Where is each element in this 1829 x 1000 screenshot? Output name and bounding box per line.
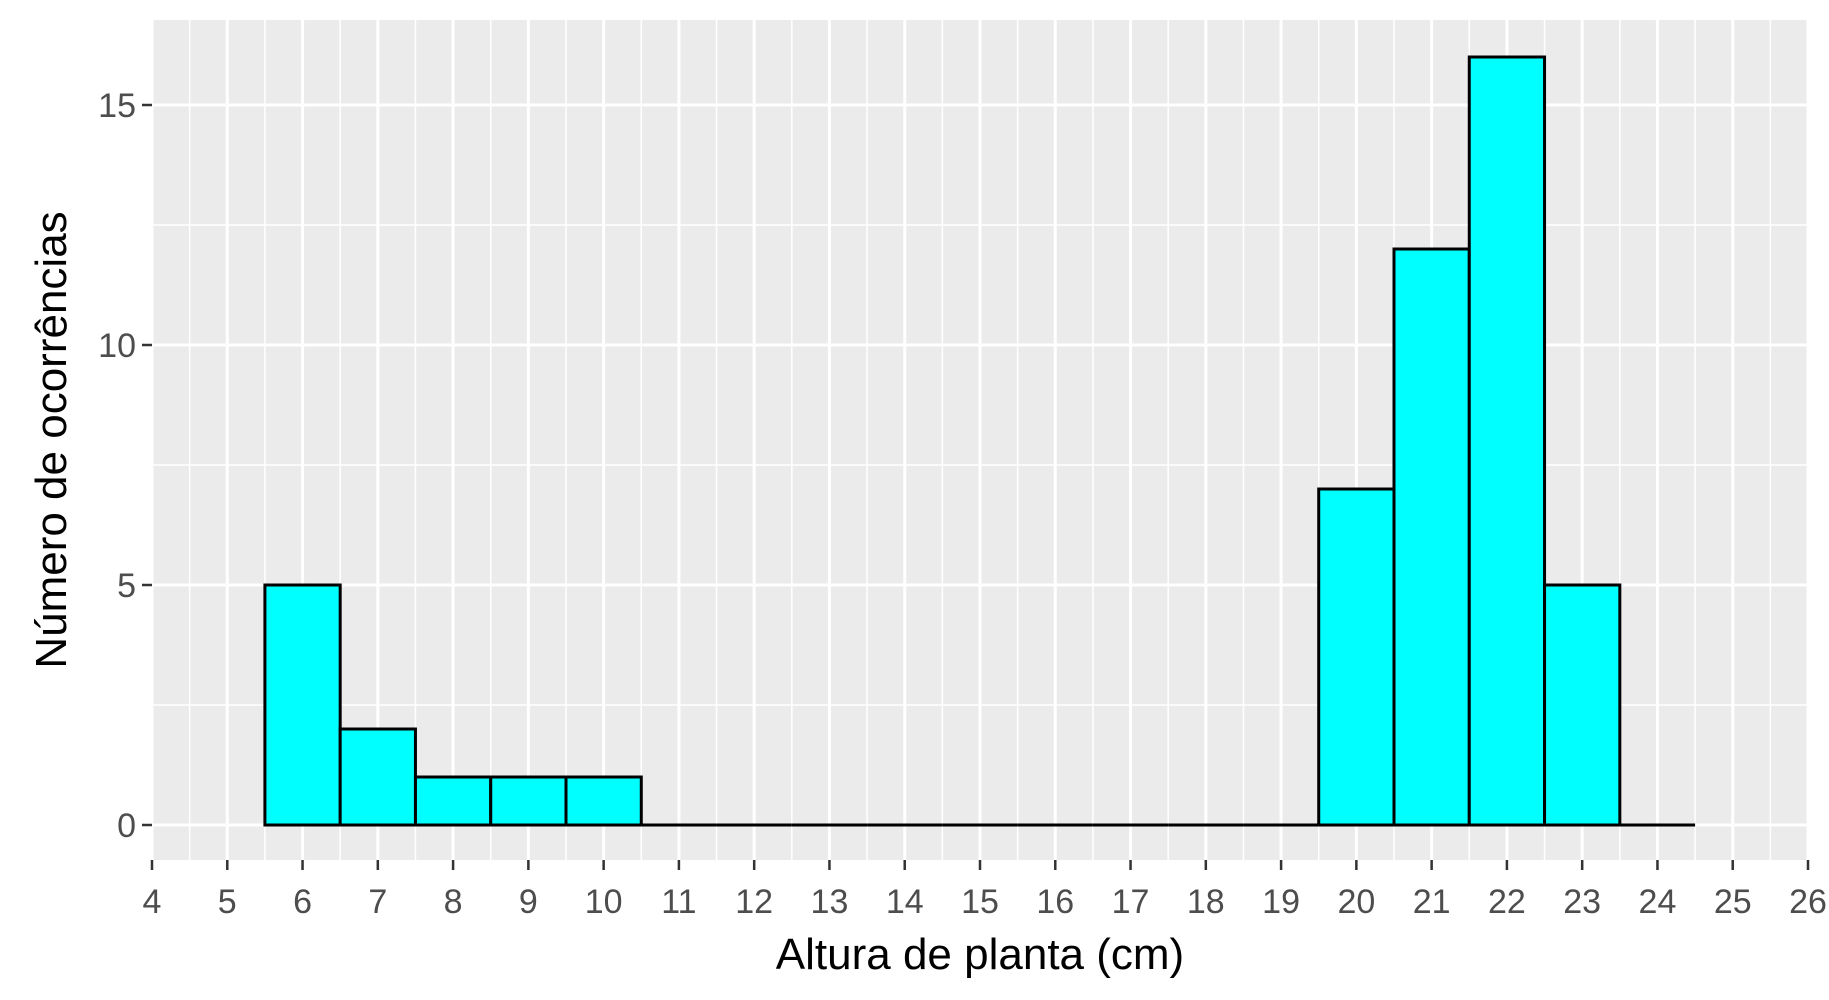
x-tick-label: 21 [1413,883,1451,921]
histogram-bar [1392,247,1471,827]
x-tick-label: 16 [1036,883,1074,921]
x-tick-label: 24 [1639,883,1677,921]
x-tick-label: 13 [811,883,849,921]
x-tick-label: 5 [218,883,237,921]
x-tick-label: 8 [444,883,463,921]
histogram-bar [564,775,643,827]
x-tick-label: 14 [886,883,924,921]
x-tick-label: 4 [143,883,162,921]
x-tick-label: 10 [585,883,623,921]
y-tick-label: 0 [117,807,136,845]
y-axis: 0 5 10 15 [98,87,152,845]
x-tick-label: 26 [1789,883,1827,921]
x-tick-label: 6 [293,883,312,921]
x-axis: 4 5 6 7 8 9 10 11 12 13 14 15 16 17 18 19 20 21 22 23 24 25 26 [143,860,1827,921]
histogram-bars [263,55,1696,827]
x-tick-label: 18 [1187,883,1225,921]
x-tick-label: 25 [1714,883,1752,921]
x-axis-title: Altura de planta (cm) [776,930,1184,979]
y-tick-label: 10 [98,327,136,365]
y-axis-title: Número de ocorrências [27,211,76,668]
x-tick-label: 23 [1563,883,1601,921]
histogram-bar [338,727,417,827]
y-tick-label: 15 [98,87,136,125]
histogram-bar [263,583,342,827]
y-tick-label: 5 [117,567,136,605]
histogram-bar [413,775,493,827]
histogram-bar [1543,583,1622,827]
x-tick-label: 9 [519,883,538,921]
x-tick-label: 12 [735,883,773,921]
x-tick-label: 17 [1112,883,1150,921]
x-tick-label: 19 [1262,883,1300,921]
x-tick-label: 20 [1337,883,1375,921]
histogram-bar [1467,55,1547,827]
x-tick-label: 15 [961,883,999,921]
x-tick-label: 11 [661,883,696,921]
x-tick-label: 22 [1488,883,1526,921]
histogram-bar [489,775,568,827]
histogram-bar [1317,487,1396,827]
x-tick-label: 7 [368,883,387,921]
